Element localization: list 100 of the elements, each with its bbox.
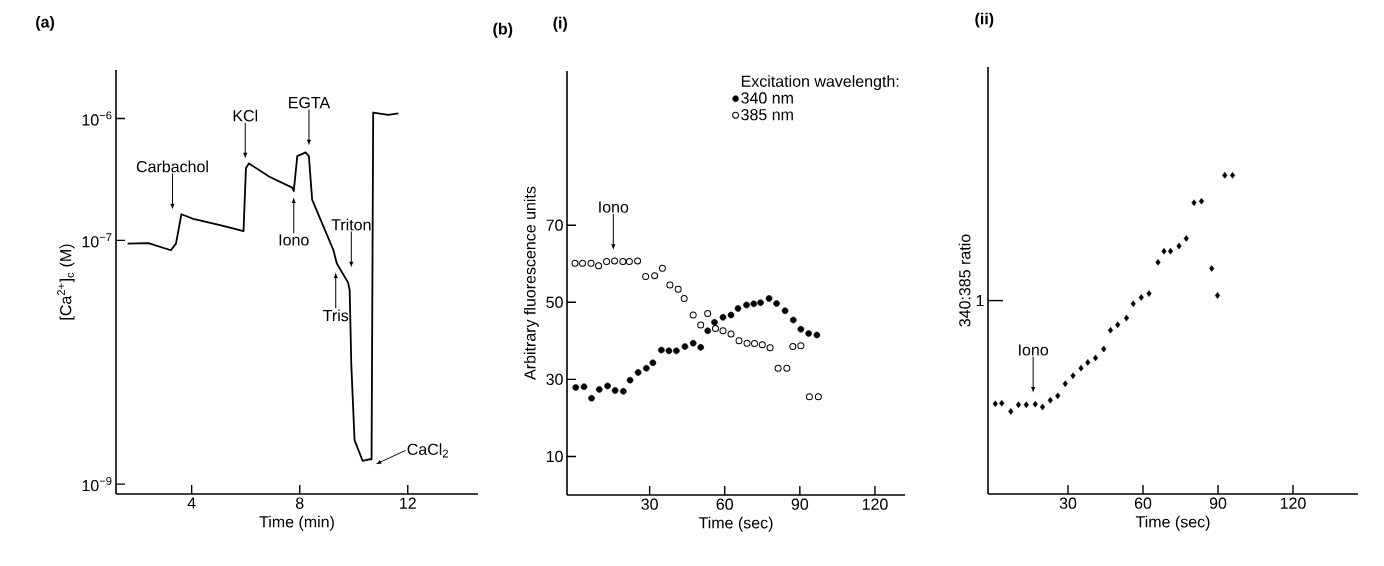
- point: [1191, 199, 1197, 207]
- point: [603, 257, 611, 265]
- point: [626, 376, 634, 384]
- point: [813, 331, 821, 339]
- point: [587, 259, 595, 267]
- point: [1229, 172, 1236, 179]
- point: [711, 319, 718, 326]
- point: [1078, 364, 1084, 372]
- chart-title: (i): [553, 16, 567, 32]
- point: [704, 309, 712, 317]
- point: [751, 340, 759, 348]
- point: [611, 257, 619, 265]
- point: [620, 388, 627, 395]
- point: [665, 347, 673, 355]
- point: [1055, 392, 1061, 400]
- point: [773, 300, 780, 307]
- point: [789, 343, 797, 351]
- point: [572, 384, 580, 391]
- point: [1039, 403, 1046, 411]
- point: [1115, 321, 1121, 329]
- point: [992, 400, 998, 408]
- point: [1070, 372, 1076, 380]
- text: (b): [493, 22, 513, 38]
- x-axis-title: Time (min): [259, 515, 334, 531]
- point: [719, 327, 727, 335]
- point: [735, 337, 743, 345]
- point: [1032, 400, 1038, 408]
- text: 1: [976, 295, 984, 307]
- point: [1023, 401, 1029, 409]
- legend-title: Excitation wavelength:: [741, 75, 899, 91]
- y-axis-title: 340:385 ratio: [958, 234, 971, 327]
- point: [711, 324, 719, 332]
- point: [1138, 294, 1144, 301]
- point: [1214, 292, 1221, 299]
- point: [1047, 397, 1053, 404]
- x-tick-label: 120: [1280, 497, 1306, 509]
- point: [1130, 300, 1136, 308]
- annotation: Iono: [279, 234, 309, 246]
- point: [734, 305, 742, 312]
- point: [743, 301, 750, 309]
- point: [757, 299, 764, 306]
- point: [774, 364, 782, 372]
- point: [727, 330, 735, 338]
- point: [765, 295, 773, 302]
- point: [1062, 380, 1068, 388]
- point: [1107, 326, 1114, 334]
- point: [1123, 314, 1130, 322]
- point: [580, 383, 588, 390]
- point: [1222, 172, 1228, 179]
- point: [642, 272, 650, 280]
- y-tick-label: 30: [546, 373, 563, 386]
- point: [588, 394, 595, 402]
- point: [1183, 235, 1189, 242]
- annotation: Iono: [1019, 344, 1049, 356]
- point: [649, 359, 657, 367]
- point: [1176, 242, 1182, 250]
- point: [1209, 265, 1215, 272]
- point: [651, 272, 659, 280]
- y-tick-label: 10$^{−6}$: [82, 111, 112, 126]
- point: [689, 311, 697, 319]
- point: [999, 399, 1005, 407]
- point: [596, 386, 603, 393]
- point: [814, 393, 822, 401]
- point: [571, 259, 579, 267]
- point: [1015, 401, 1022, 409]
- y-tick-label: 70: [546, 219, 563, 231]
- point: [758, 341, 766, 349]
- x-axis-title: Time (sec): [698, 516, 773, 532]
- point: [727, 311, 735, 319]
- point: [781, 307, 789, 315]
- point: [666, 281, 674, 289]
- x-tick-label: 60: [1134, 497, 1152, 509]
- y-tick-label: 10$^{−7}$: [82, 233, 112, 248]
- point: [1101, 345, 1107, 353]
- point: [1161, 247, 1167, 255]
- point: [805, 393, 813, 401]
- x-tick-label: 4: [187, 497, 196, 509]
- point: [689, 339, 697, 347]
- point: [643, 364, 650, 372]
- point: [1155, 259, 1161, 266]
- point: [658, 264, 666, 272]
- chart-title: (a): [36, 15, 55, 31]
- annotation: Tris: [323, 309, 349, 322]
- point: [619, 257, 627, 265]
- y-axis-title: Arbitrary fluorescence units: [523, 186, 539, 380]
- point: [595, 262, 603, 270]
- point: [681, 343, 689, 350]
- point: [797, 325, 805, 333]
- annotation: KCl: [233, 109, 258, 122]
- point: [579, 259, 587, 267]
- annotation: Carbachol: [136, 160, 208, 173]
- y-tick-label: 10$^{−9}$: [82, 477, 112, 492]
- point: [674, 285, 682, 293]
- point: [704, 327, 712, 335]
- point: [743, 339, 751, 347]
- annotation: EGTA: [289, 96, 331, 109]
- y-axis-title: [Ca$^{2+}$]$_{c}$ (M): [57, 244, 75, 320]
- x-tick-label: 30: [1059, 497, 1077, 509]
- point: [634, 369, 642, 376]
- point: [1008, 408, 1014, 415]
